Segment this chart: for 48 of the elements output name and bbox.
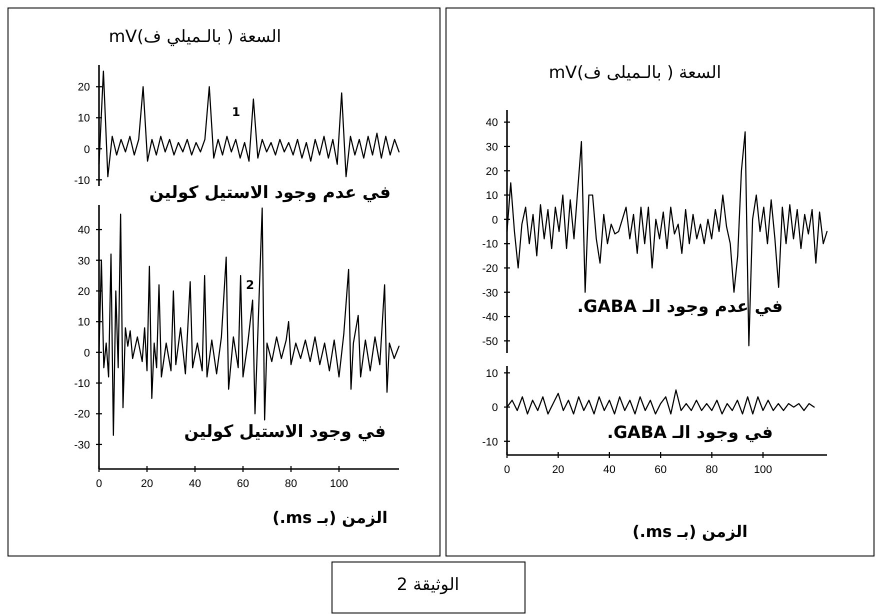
y-tick-label: 20 bbox=[486, 166, 498, 178]
y-tick-label: 10 bbox=[78, 316, 90, 329]
x-tick-label: 40 bbox=[188, 478, 202, 490]
y-tick-label: -10 bbox=[482, 436, 498, 448]
y-tick-label: -10 bbox=[74, 174, 90, 187]
y-tick-label: -40 bbox=[482, 312, 498, 324]
y-tick-label: 20 bbox=[78, 82, 90, 94]
y-tick-label: -50 bbox=[482, 336, 498, 348]
y-tick-label: 20 bbox=[78, 286, 90, 298]
annotation: 2 bbox=[246, 278, 254, 292]
annotation: في وجود الاستيل كولين bbox=[184, 422, 386, 442]
x-tick-label: 100 bbox=[754, 464, 772, 476]
y-tick-label: 0 bbox=[492, 214, 498, 226]
x-tick-label: 80 bbox=[706, 464, 718, 476]
x-tick-label: 60 bbox=[654, 464, 667, 476]
x-tick-label: 100 bbox=[330, 478, 348, 490]
y-tick-label: 0 bbox=[84, 144, 90, 156]
y-axis-title: السعة ( بالـميلي ف)mV bbox=[108, 27, 282, 47]
x-axis-title: الزمن (بـ ms.) bbox=[272, 508, 388, 527]
y-tick-label: 10 bbox=[486, 368, 498, 380]
y-tick-label: -30 bbox=[74, 439, 90, 452]
y-tick-label: 30 bbox=[78, 255, 90, 268]
annotation: في وجود الـ GABA. bbox=[606, 423, 774, 443]
y-tick-label: 10 bbox=[486, 190, 498, 202]
x-axis-title: الزمن (بـ ms.) bbox=[632, 522, 748, 541]
annotation: 1 bbox=[232, 105, 240, 119]
text: الوثيقة 2 bbox=[396, 575, 460, 595]
y-tick-label: 40 bbox=[486, 117, 498, 130]
x-tick-label: 0 bbox=[504, 464, 510, 476]
x-tick-label: 60 bbox=[236, 478, 250, 490]
y-tick-label: -10 bbox=[482, 238, 498, 251]
y-tick-label: 30 bbox=[486, 141, 498, 154]
x-tick-label: 40 bbox=[603, 464, 616, 476]
annotation: في عدم وجود الـ GABA. bbox=[577, 297, 783, 317]
y-tick-label: -20 bbox=[74, 408, 90, 421]
x-tick-label: 0 bbox=[96, 478, 102, 490]
y-tick-label: 40 bbox=[78, 224, 90, 237]
y-tick-label: -10 bbox=[74, 378, 90, 390]
y-axis-title: السعة ( بالـميلى ف)mV bbox=[548, 63, 722, 83]
y-tick-label: -30 bbox=[482, 287, 498, 300]
x-tick-label: 20 bbox=[552, 464, 564, 476]
y-tick-label: 0 bbox=[492, 402, 498, 414]
annotation: في عدم وجود الاستيل كولين bbox=[149, 183, 391, 203]
x-tick-label: 80 bbox=[284, 478, 298, 490]
y-tick-label: 0 bbox=[84, 347, 90, 360]
y-tick-label: 10 bbox=[78, 112, 90, 125]
x-tick-label: 20 bbox=[140, 478, 154, 490]
y-tick-label: -20 bbox=[482, 262, 498, 275]
